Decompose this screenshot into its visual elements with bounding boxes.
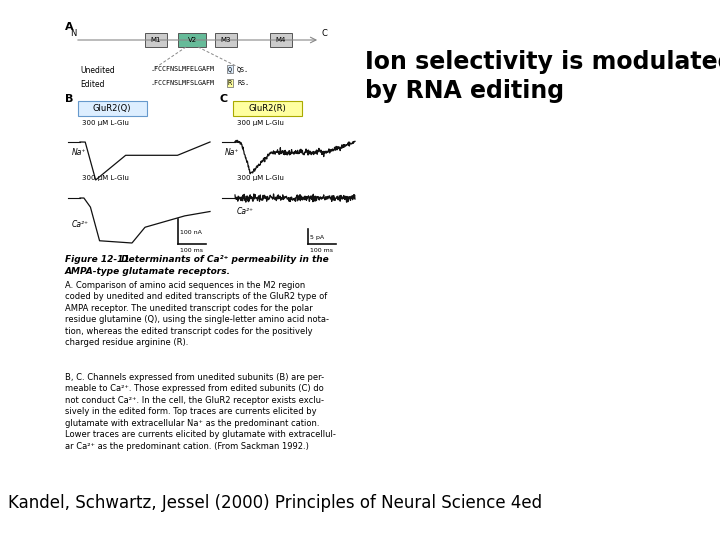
Text: Q: Q [228, 66, 232, 72]
Text: R: R [228, 80, 232, 86]
Text: Determinants of Ca²⁺ permeability in the: Determinants of Ca²⁺ permeability in the [118, 255, 329, 264]
FancyBboxPatch shape [233, 100, 302, 116]
Text: M1: M1 [150, 37, 161, 43]
Text: Ca²⁺: Ca²⁺ [72, 220, 89, 229]
Text: Figure 12-11: Figure 12-11 [65, 255, 130, 264]
Text: Na⁺: Na⁺ [225, 148, 239, 157]
Text: 300 μM L-Glu: 300 μM L-Glu [237, 120, 284, 126]
FancyBboxPatch shape [78, 100, 146, 116]
Text: RS.: RS. [237, 80, 249, 86]
Text: QS.: QS. [237, 66, 249, 72]
Text: 300 μM L-Glu: 300 μM L-Glu [82, 175, 129, 181]
Text: B, C. Channels expressed from unedited subunits (B) are per-
meable to Ca²⁺. Tho: B, C. Channels expressed from unedited s… [65, 373, 336, 451]
Text: 300 μM L-Glu: 300 μM L-Glu [82, 120, 129, 126]
Text: 5 pA: 5 pA [310, 234, 324, 240]
Text: Ca²⁺: Ca²⁺ [237, 207, 254, 216]
Text: Ion selectivity is modulated
by RNA editing: Ion selectivity is modulated by RNA edit… [365, 50, 720, 103]
Text: M3: M3 [221, 37, 231, 43]
Text: Na⁺: Na⁺ [72, 148, 86, 157]
Text: C: C [220, 94, 228, 104]
Text: A. Comparison of amino acid sequences in the M2 region
coded by unedited and edi: A. Comparison of amino acid sequences in… [65, 281, 329, 347]
FancyBboxPatch shape [215, 33, 237, 47]
Text: GluR2(Q): GluR2(Q) [93, 104, 131, 112]
FancyBboxPatch shape [270, 33, 292, 47]
Text: B: B [65, 94, 73, 104]
Text: Unedited: Unedited [80, 66, 114, 75]
Text: 300 μM L-Glu: 300 μM L-Glu [237, 175, 284, 181]
Text: 100 ms: 100 ms [310, 248, 333, 253]
Text: .FCCFNSLMFSLGAFM: .FCCFNSLMFSLGAFM [150, 80, 214, 86]
FancyBboxPatch shape [145, 33, 167, 47]
Text: 100 ms: 100 ms [181, 248, 204, 253]
FancyBboxPatch shape [178, 33, 206, 47]
Text: C: C [322, 29, 328, 38]
Text: AMPA-type glutamate receptors.: AMPA-type glutamate receptors. [65, 267, 231, 276]
Text: Edited: Edited [80, 80, 104, 89]
Text: M4: M4 [276, 37, 286, 43]
Text: N: N [70, 29, 76, 38]
Text: .FCCFNSLMFELGAFM: .FCCFNSLMFELGAFM [150, 66, 214, 72]
Text: GluR2(R): GluR2(R) [248, 104, 286, 112]
Text: Kandel, Schwartz, Jessel (2000) Principles of Neural Science 4ed: Kandel, Schwartz, Jessel (2000) Principl… [8, 494, 542, 512]
Text: 100 nA: 100 nA [180, 230, 202, 234]
Text: A: A [65, 22, 73, 32]
Text: V2: V2 [187, 37, 197, 43]
